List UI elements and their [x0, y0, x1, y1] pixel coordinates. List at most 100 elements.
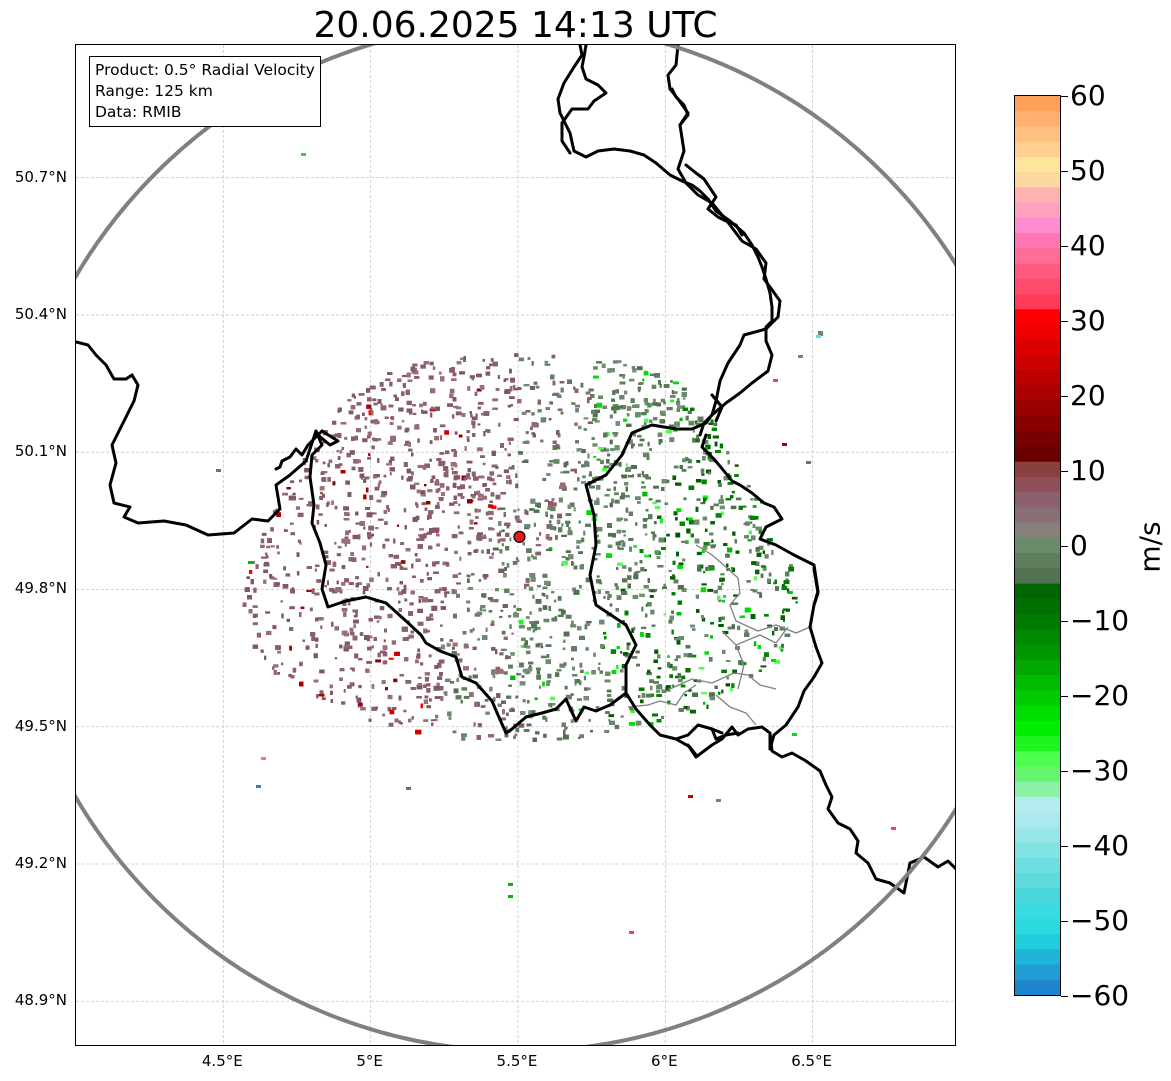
echo-cell: [474, 508, 478, 513]
echo-cell: [696, 551, 702, 556]
echo-cell: [434, 561, 440, 565]
echo-cell: [491, 670, 495, 675]
echo-cell: [513, 605, 516, 608]
echo-cell: [467, 578, 470, 583]
echo-cell: [367, 397, 372, 402]
echo-cell: [533, 381, 538, 385]
echo-cell: [306, 566, 312, 569]
echo-cell: [762, 565, 767, 571]
echo-cell: [598, 395, 603, 399]
echo-cell: [440, 606, 446, 610]
echo-cell: [403, 709, 407, 713]
echo-cell: [296, 571, 300, 576]
echo-cell: [453, 405, 459, 409]
echo-cell: [311, 588, 315, 594]
echo-cell: [389, 467, 395, 472]
echo-cell: [286, 487, 291, 490]
echo-cell: [573, 487, 578, 491]
echo-cell: [748, 485, 751, 488]
echo-cell: [602, 405, 608, 409]
echo-cell: [481, 549, 484, 554]
echo-cell: [362, 591, 366, 595]
echo-cell: [604, 729, 610, 733]
echo-cell: [676, 612, 682, 616]
echo-cell: [282, 584, 289, 589]
echo-cell: [614, 583, 618, 587]
echo-cell: [652, 402, 658, 406]
echo-cell: [292, 667, 297, 673]
echo-cell: [603, 465, 610, 469]
echo-cell: [573, 507, 576, 512]
echo-cell: [539, 685, 542, 689]
echo-cell: [430, 479, 434, 483]
echo-cell: [281, 662, 284, 666]
echo-cell: [445, 562, 450, 567]
echo-cell: [557, 394, 562, 398]
echo-cell: [713, 422, 718, 427]
echo-cell: [624, 495, 630, 498]
echo-cell: [334, 657, 338, 660]
radar-map-canvas: [76, 45, 955, 1045]
echo-cell: [722, 649, 726, 654]
echo-cell: [482, 359, 485, 362]
echo-cell: [327, 463, 330, 468]
echo-cell: [788, 566, 794, 572]
echo-cell: [620, 715, 624, 718]
echo-cell: [343, 645, 349, 649]
echo-cell: [531, 710, 536, 716]
echo-cell: [535, 731, 540, 735]
echo-cell: [616, 664, 619, 669]
echo-cell: [398, 608, 402, 612]
echo-cell: [306, 589, 313, 592]
echo-cell: [696, 609, 700, 613]
echo-cell: [419, 536, 425, 541]
echo-cell: [318, 513, 323, 516]
echo-cell: [382, 543, 386, 549]
echo-cell: [398, 600, 401, 604]
echo-cell: [246, 576, 251, 579]
echo-cell: [395, 562, 399, 566]
echo-cell: [749, 521, 753, 524]
echo-cell: [267, 538, 272, 543]
echo-cell: [607, 594, 612, 598]
echo-cell: [659, 410, 666, 416]
echo-cell: [260, 649, 264, 653]
radar-map[interactable]: [75, 44, 956, 1046]
echo-cell: [498, 422, 501, 425]
echo-cell: [377, 438, 382, 441]
echo-cell: [542, 586, 548, 589]
echo-cell: [426, 531, 432, 535]
echo-cell: [476, 611, 483, 616]
echo-cell: [508, 664, 513, 669]
echo-cell: [563, 729, 566, 735]
echo-cell: [387, 707, 392, 712]
echo-cell: [549, 401, 553, 405]
echo-cell: [702, 456, 706, 461]
echo-cell: [760, 565, 766, 568]
echo-cell: [448, 716, 452, 720]
echo-cell: [594, 539, 601, 544]
echo-cell: [561, 534, 567, 537]
echo-cell: [755, 569, 760, 575]
echo-cell: [498, 521, 502, 526]
echo-cell: [337, 545, 342, 549]
echo-cell: [560, 609, 566, 615]
echo-cell: [499, 652, 504, 656]
echo-cell: [336, 449, 339, 453]
echo-cell: [487, 510, 494, 516]
echo-cell: [560, 471, 564, 474]
echo-cell: [720, 616, 725, 620]
echo-cell: [469, 375, 475, 379]
echo-cell: [731, 490, 735, 494]
echo-cell: [467, 386, 471, 391]
echo-cell: [586, 510, 592, 516]
echo-cell: [447, 711, 452, 717]
echo-cell: [587, 399, 590, 404]
echo-cell: [631, 627, 634, 633]
echo-cell: [535, 551, 542, 556]
echo-cell: [535, 502, 538, 507]
echo-cell: [388, 657, 394, 660]
echo-cell: [387, 372, 393, 375]
echo-cell: [266, 630, 272, 635]
echo-cell: [559, 663, 566, 668]
